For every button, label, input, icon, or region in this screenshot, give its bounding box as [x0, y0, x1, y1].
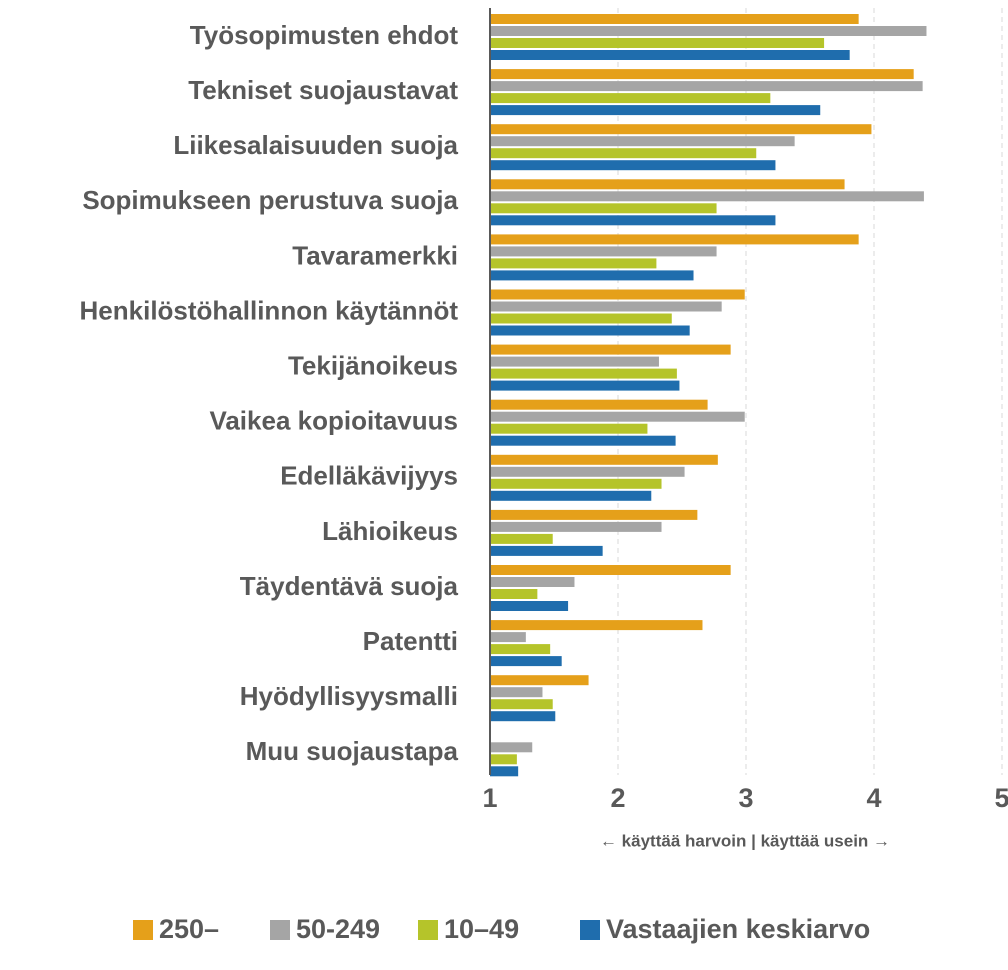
bar	[490, 687, 543, 698]
bar	[490, 234, 859, 245]
bar	[490, 313, 672, 324]
x-tick-label: 5	[994, 783, 1008, 813]
category-label: Tekijänoikeus	[288, 350, 458, 380]
category-label: Vaikea kopioitavuus	[209, 406, 458, 436]
bar	[490, 203, 717, 214]
bar	[490, 742, 533, 753]
x-tick-label: 3	[738, 783, 753, 813]
bar	[490, 589, 538, 599]
category-label: Patentti	[363, 626, 458, 656]
bar	[490, 565, 731, 575]
bar	[490, 356, 659, 367]
bar	[490, 620, 703, 631]
category-label: Tavaramerkki	[292, 240, 458, 270]
legend-swatch	[580, 920, 600, 940]
x-tick-label: 4	[866, 783, 881, 813]
bar	[490, 454, 718, 465]
bar	[490, 124, 872, 135]
bar	[490, 411, 745, 422]
bar	[490, 289, 745, 300]
x-tick-label: 1	[482, 783, 497, 813]
category-label: Täydentävä suoja	[240, 571, 459, 601]
legend-swatch	[133, 920, 153, 940]
bar	[490, 533, 553, 544]
bar	[490, 435, 676, 446]
bar	[490, 344, 731, 355]
bar	[490, 699, 553, 710]
bar	[490, 179, 845, 190]
bar	[490, 521, 662, 532]
bar	[490, 399, 708, 410]
category-label: Sopimukseen perustuva suoja	[82, 185, 458, 215]
bar	[490, 545, 603, 556]
bar	[490, 644, 551, 655]
bar	[490, 136, 795, 147]
category-label: Henkilöstöhallinnon käytännöt	[80, 295, 459, 325]
bar	[490, 301, 722, 312]
bar	[490, 601, 569, 611]
bar	[490, 478, 662, 489]
bar	[490, 38, 825, 48]
bar	[490, 69, 914, 80]
bar	[490, 50, 850, 60]
category-label: Tekniset suojaustavat	[188, 75, 458, 105]
bar	[490, 325, 690, 336]
bar	[490, 711, 556, 722]
legend-swatch	[270, 920, 290, 940]
bar	[490, 380, 680, 391]
category-label: Työsopimusten ehdot	[190, 20, 459, 50]
bar	[490, 368, 677, 379]
bar	[490, 26, 927, 36]
bar	[490, 466, 685, 477]
bar	[490, 423, 648, 434]
category-label: Edelläkävijyys	[280, 461, 458, 491]
bar	[490, 675, 589, 686]
bar	[490, 93, 771, 104]
bar	[490, 656, 562, 667]
bar	[490, 577, 575, 587]
category-label: Muu suojaustapa	[246, 736, 459, 766]
legend-label: 250–	[159, 914, 219, 944]
category-label: Liikesalaisuuden suoja	[173, 130, 458, 160]
bar	[490, 246, 717, 257]
category-label: Hyödyllisyysmalli	[240, 681, 458, 711]
bar	[490, 148, 757, 159]
axis-note: ← käyttää harvoin | käyttää usein →	[600, 831, 890, 850]
bar	[490, 490, 652, 501]
x-tick-label: 2	[610, 783, 625, 813]
bar	[490, 258, 657, 269]
bar	[490, 509, 698, 520]
category-label: Lähioikeus	[322, 516, 458, 546]
legend-swatch	[418, 920, 438, 940]
bar	[490, 215, 776, 226]
bar	[490, 160, 776, 171]
bar	[490, 270, 694, 281]
legend-label: 10–49	[444, 914, 519, 944]
bar	[490, 191, 924, 202]
bar	[490, 105, 821, 116]
bar	[490, 632, 526, 643]
legend-label: 50-249	[296, 914, 380, 944]
legend-label: Vastaajien keskiarvo	[606, 914, 870, 944]
bar	[490, 766, 519, 777]
bar	[490, 14, 859, 24]
bar	[490, 81, 923, 92]
bar	[490, 754, 517, 765]
